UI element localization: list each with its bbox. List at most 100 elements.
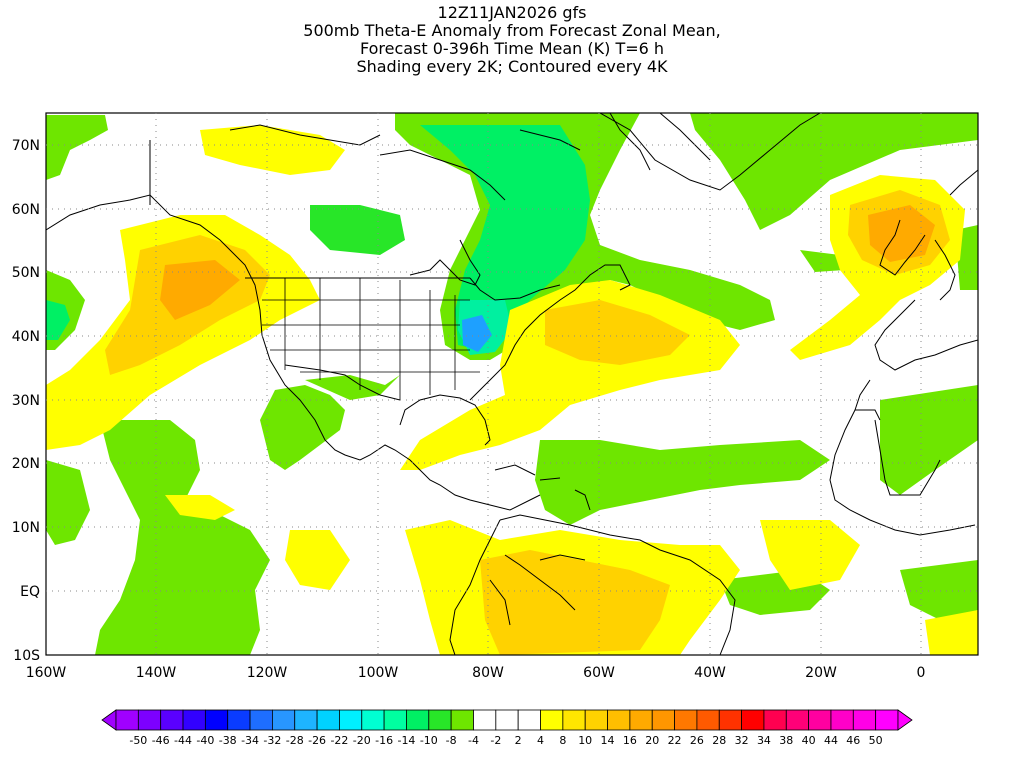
colorbar-swatch	[160, 709, 184, 731]
lon-label-20w: 20W	[805, 665, 837, 681]
lat-label-60n: 60N	[12, 202, 40, 218]
colorbar-tick-label: -32	[263, 734, 281, 747]
shade-green-pacific-trop	[95, 420, 270, 655]
colorbar-swatch	[517, 709, 541, 731]
border-us-canada	[245, 277, 561, 301]
shade-green-w-africa	[880, 385, 978, 495]
colorbar-tick-label: -14	[397, 734, 415, 747]
lon-label-120w: 120W	[247, 665, 288, 681]
colorbar-tick-label: 22	[668, 734, 682, 747]
colorbar-swatch	[540, 709, 564, 731]
colorbar-swatch	[741, 709, 765, 731]
colorbar-swatch	[875, 709, 899, 731]
coastline-north-america	[46, 194, 631, 511]
shade-teal-pacific-ne	[46, 300, 70, 340]
colorbar-swatch	[361, 709, 385, 731]
colorbar-tick-label: 2	[515, 734, 522, 747]
border-s-america-internal	[489, 554, 586, 626]
shade-orange-north-pacific	[160, 260, 240, 320]
colorbar-tick-label: -20	[353, 734, 371, 747]
lat-label-20n: 20N	[12, 456, 40, 472]
colorbar-tick-label: -8	[446, 734, 457, 747]
colorbar-swatch	[182, 709, 206, 731]
colorbar-swatch	[808, 709, 832, 731]
shade-green-gulf	[305, 375, 400, 400]
coastline-greenland	[599, 113, 821, 191]
colorbar-swatch	[562, 709, 586, 731]
colorbar-swatch	[271, 709, 296, 731]
colorbar-swatch	[249, 709, 273, 731]
shade-yellow-e-pacific	[285, 530, 350, 590]
colorbar-tick-label: 10	[578, 734, 592, 747]
colorbar-tick-label: 44	[824, 734, 838, 747]
lon-label-40w: 40W	[694, 665, 726, 681]
state-borders	[262, 278, 480, 400]
lon-label-140w: 140W	[136, 665, 177, 681]
lat-label-70n: 70N	[12, 138, 40, 154]
colorbar-swatch	[629, 709, 653, 731]
lon-label-160w: 160W	[26, 665, 67, 681]
state-lines-vertical	[284, 278, 456, 400]
colorbar-swatch	[204, 709, 229, 731]
colorbar-tick-label: 28	[712, 734, 726, 747]
lat-label-10n: 10N	[12, 520, 40, 536]
colorbar-arrow-right	[897, 709, 913, 731]
colorbar-swatch	[763, 709, 787, 731]
colorbar-swatch	[406, 709, 430, 731]
colorbar-tick-label: -44	[174, 734, 192, 747]
shade-teal-canada	[420, 125, 590, 350]
lon-label-60w: 60W	[583, 665, 615, 681]
lat-label-40n: 40N	[12, 329, 40, 345]
lon-label-80w: 80W	[472, 665, 504, 681]
colorbar-swatch	[428, 709, 452, 731]
colorbar-tick-label: -10	[420, 734, 438, 747]
colorbar-tick-label: 14	[601, 734, 615, 747]
colorbar-tick-label: -2	[490, 734, 501, 747]
shade-green-arctic-west	[46, 115, 108, 180]
lat-label-10s: 10S	[13, 648, 40, 664]
colorbar-arrow-left	[101, 709, 117, 731]
colorbar-swatch	[830, 709, 854, 731]
title-block: 12Z11JAN2026 gfs 500mb Theta-E Anomaly f…	[0, 4, 1024, 76]
colorbar-swatch	[674, 709, 698, 731]
shade-yellow-mid-atl	[760, 520, 860, 590]
colorbar	[101, 709, 913, 731]
colorbar-swatch	[294, 709, 318, 731]
colorbar-swatch	[584, 709, 608, 731]
coastline-europe-africa	[829, 169, 978, 536]
lat-axis-labels: 70N 60N 50N 40N 30N 20N 10N EQ 10S	[12, 138, 40, 664]
colorbar-swatch	[696, 709, 720, 731]
map-frame	[45, 112, 979, 656]
border-w-africa	[855, 409, 941, 496]
shade-green-mexico	[260, 385, 345, 470]
title-line-3: Forecast 0-396h Time Mean (K) T=6 h	[359, 39, 665, 58]
colorbar-tick-label: -16	[375, 734, 393, 747]
colorbar-tick-label: -50	[129, 734, 147, 747]
colorbar-tick-label: 8	[559, 734, 566, 747]
colorbar-swatch	[718, 709, 743, 731]
colorbar-tick-label: 26	[690, 734, 704, 747]
colorbar-tick-label: 50	[869, 734, 883, 747]
colorbar-swatch	[607, 709, 631, 731]
lat-label-30n: 30N	[12, 393, 40, 409]
colorbar-swatch	[339, 709, 363, 731]
shade-green-caribbean	[535, 440, 830, 525]
colorbar-tick-label: 34	[757, 734, 771, 747]
shade-orange-uk	[868, 205, 935, 262]
coastline-layer	[46, 113, 978, 655]
grid-lines	[46, 113, 978, 655]
colorbar-swatch	[383, 709, 407, 731]
colorbar-swatch	[852, 709, 877, 731]
colorbar-tick-label: 20	[645, 734, 659, 747]
title-line-4: Shading every 2K; Contoured every 4K	[356, 57, 668, 76]
shade-green-greenland	[690, 113, 978, 230]
shade-yellow-gulf-guinea	[925, 610, 978, 655]
shading-layer	[46, 113, 978, 655]
lon-label-0: 0	[917, 665, 926, 681]
colorbar-tick-label: -46	[152, 734, 170, 747]
colorbar-swatch	[785, 709, 810, 731]
shade-yellow-nw-pacific	[46, 390, 100, 440]
lon-axis-labels: 160W 140W 120W 100W 80W 60W 40W 20W 0	[26, 665, 926, 681]
colorbar-tick-label: 38	[779, 734, 793, 747]
colorbar-tick-label: 40	[802, 734, 816, 747]
